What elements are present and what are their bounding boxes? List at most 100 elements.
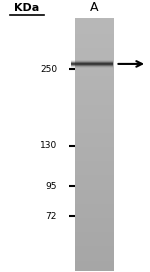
Bar [75,37,114,38]
Bar [75,79,114,80]
Bar [75,18,114,19]
Bar [75,137,114,138]
Bar [75,261,114,262]
Bar [75,87,114,88]
Bar [75,203,114,204]
Bar [75,55,114,56]
Bar [75,205,114,206]
Bar [75,97,114,98]
Bar [75,153,114,154]
Bar [75,103,114,104]
Bar [75,95,114,96]
Bar [75,223,114,224]
Text: 72: 72 [46,212,57,221]
Bar [75,91,114,92]
Bar [75,128,114,129]
Bar [75,181,114,182]
Bar [75,242,114,243]
Bar [75,207,114,208]
Bar [75,204,114,205]
Bar [75,149,114,150]
Bar [75,78,114,79]
Bar [75,192,114,193]
Bar [75,136,114,137]
Text: 130: 130 [40,141,57,150]
Bar [75,235,114,236]
Bar [75,147,114,149]
Bar [75,100,114,101]
Bar [75,36,114,37]
Bar [75,171,114,172]
Bar [75,216,114,217]
Bar [75,62,114,63]
Bar [75,60,114,61]
Bar [75,21,114,22]
Bar [75,210,114,211]
Bar [75,50,114,51]
Bar [75,259,114,260]
Text: KDa: KDa [14,3,40,13]
Bar [75,49,114,50]
Bar [75,63,114,64]
Bar [75,107,114,108]
Bar [75,82,114,83]
Bar [75,75,114,76]
Bar [75,269,114,270]
Bar [75,73,114,74]
Bar [75,241,114,242]
Bar [75,174,114,175]
Bar [75,172,114,173]
Bar [75,190,114,191]
Bar [75,52,114,53]
Bar [75,159,114,160]
Bar [75,27,114,28]
Bar [75,33,114,34]
Bar [75,48,114,49]
Bar [75,43,114,44]
Bar [75,250,114,251]
Bar [75,237,114,238]
Bar [75,200,114,201]
Bar [75,77,114,78]
Bar [75,146,114,147]
Bar [75,93,114,94]
Bar [75,248,114,249]
Bar [75,135,114,136]
Bar [75,88,114,89]
Bar [75,152,114,153]
Bar [75,217,114,218]
Bar [75,42,114,43]
Bar [75,143,114,144]
Bar [75,101,114,102]
Bar [75,96,114,97]
Bar [75,253,114,254]
Bar [75,158,114,159]
Bar [75,119,114,120]
Bar [75,213,114,214]
Bar [75,112,114,113]
Bar [75,83,114,84]
Bar [75,29,114,30]
Bar [75,264,114,265]
Bar [75,28,114,29]
Bar [75,254,114,255]
Bar [75,184,114,185]
Bar [75,270,114,271]
Bar [75,166,114,167]
Bar [75,262,114,263]
Bar [75,141,114,142]
Bar [75,155,114,156]
Bar [75,161,114,162]
Bar [75,236,114,237]
Bar [75,22,114,23]
Bar [75,224,114,225]
Text: A: A [90,1,98,14]
Bar [75,245,114,246]
Bar [75,118,114,119]
Bar [75,126,114,127]
Bar [75,208,114,209]
Bar [75,228,114,229]
Bar [75,230,114,231]
Bar [75,193,114,194]
Bar [75,150,114,151]
